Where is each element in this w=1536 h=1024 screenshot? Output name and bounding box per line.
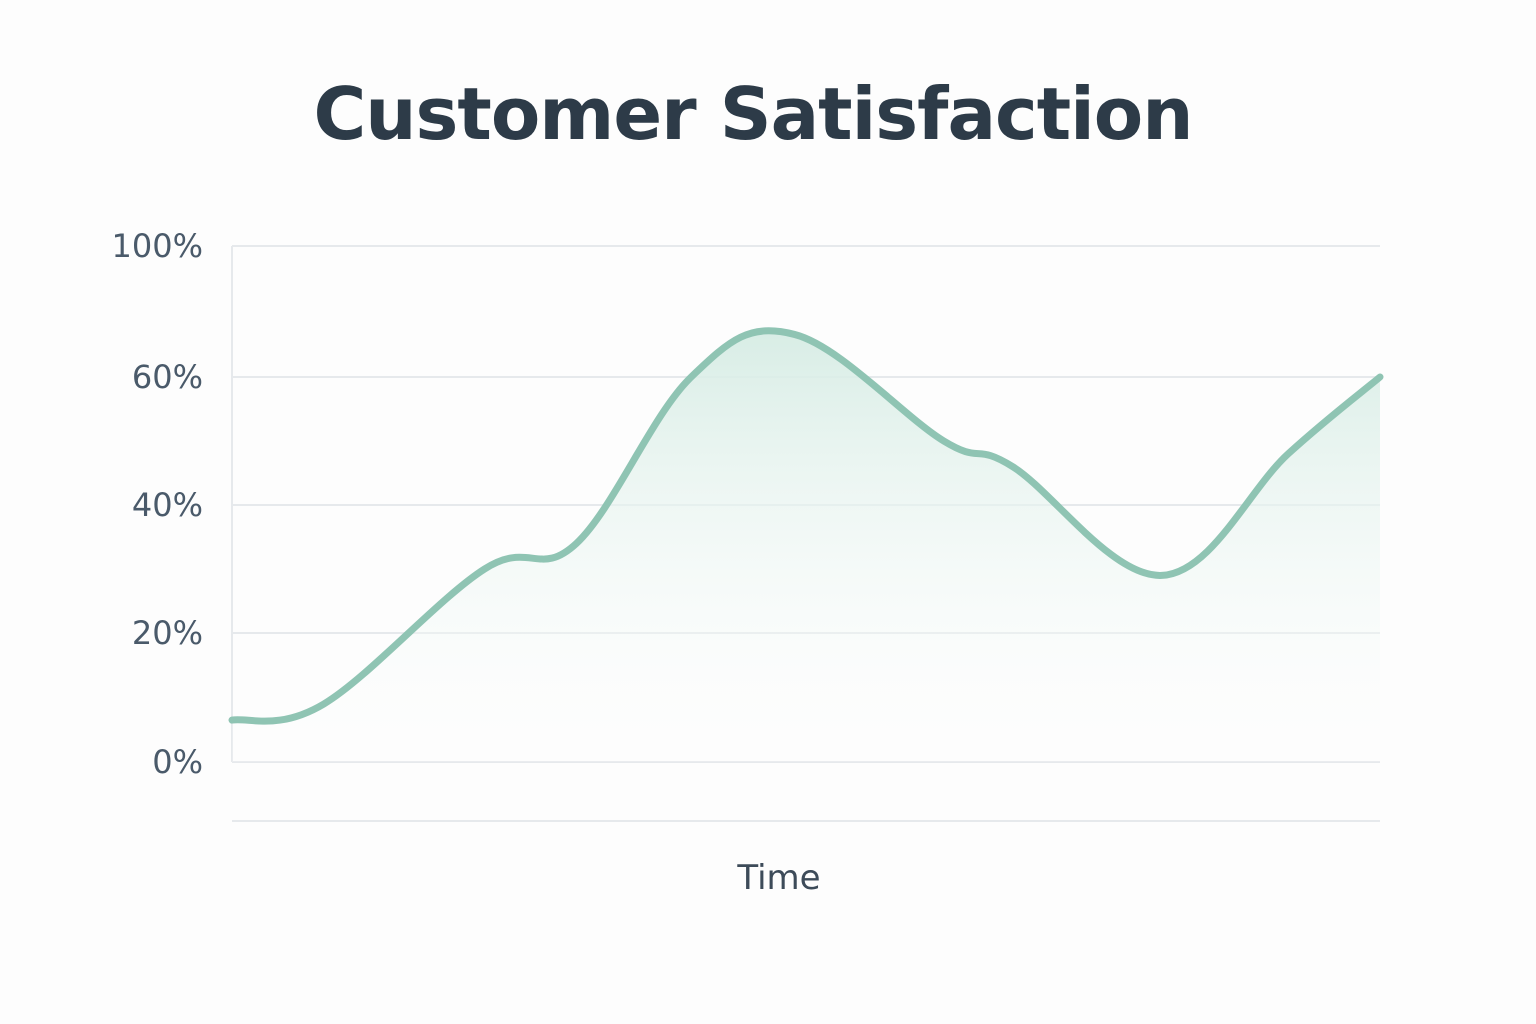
series-line <box>228 327 1384 725</box>
area-fill <box>232 330 1380 762</box>
y-axis-ticks: 0% 20% 40% 60% 100% <box>112 227 203 781</box>
y-tick-label: 100% <box>112 227 203 265</box>
chart-title: Customer Satisfaction <box>313 72 1193 156</box>
y-tick-label: 0% <box>152 743 203 781</box>
y-tick-label: 40% <box>132 486 203 524</box>
y-tick-label: 60% <box>132 358 203 396</box>
series-area <box>232 330 1380 762</box>
y-tick-label: 20% <box>132 614 203 652</box>
x-axis-title: Time <box>736 858 820 898</box>
series-line-path <box>228 327 1384 725</box>
